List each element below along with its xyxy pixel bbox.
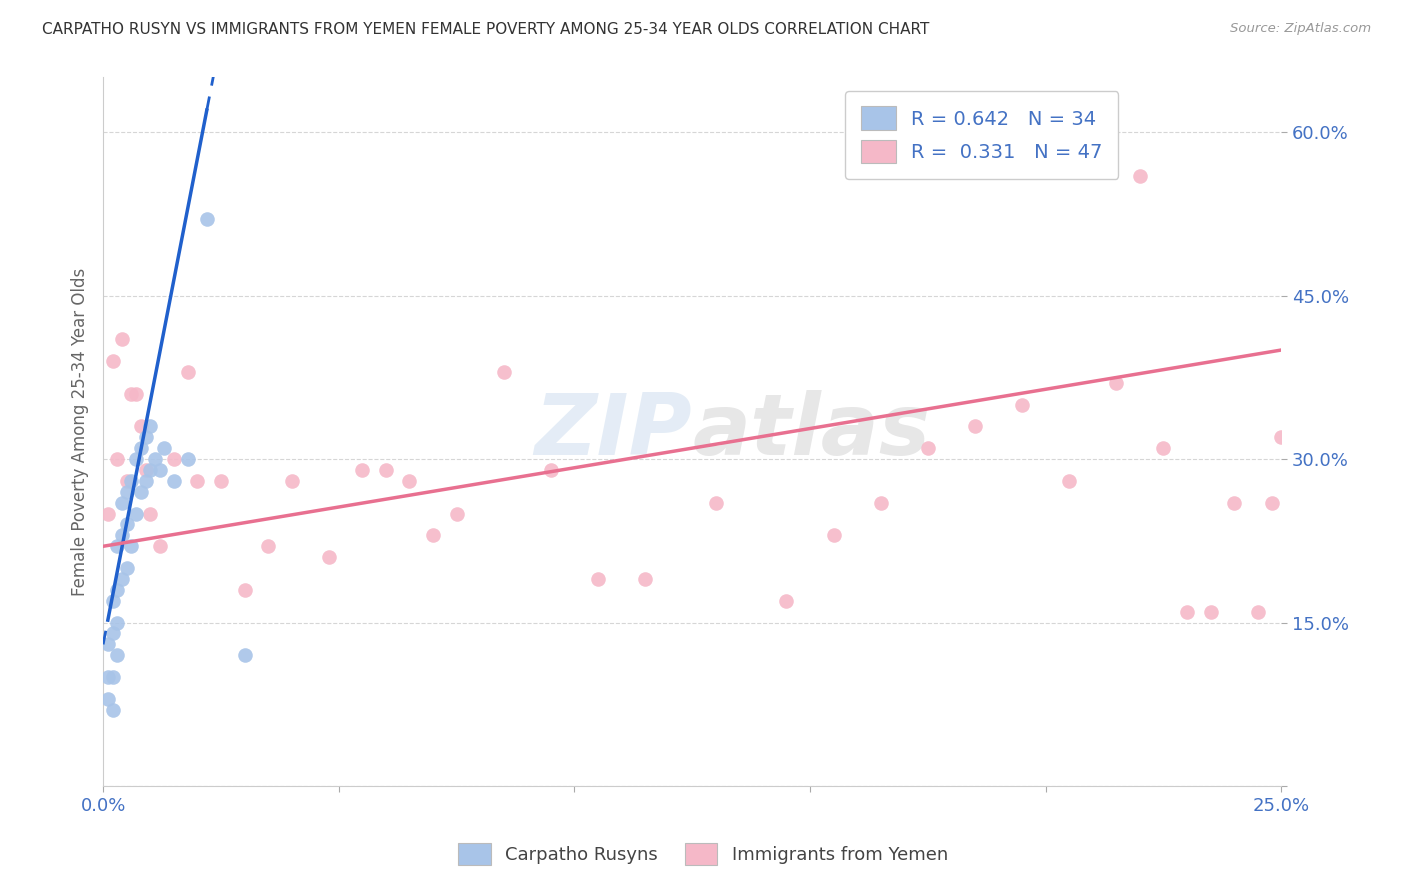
Point (139, 507, 162, 521)
Point (139, 463, 162, 477)
Point (823, 528, 845, 542)
Point (704, 496, 727, 510)
Point (101, 670, 124, 684)
Point (1199, 605, 1222, 619)
Point (209, 474, 232, 488)
Point (186, 474, 208, 488)
Point (233, 582, 256, 597)
Point (1261, 496, 1284, 510)
Point (97, 692, 120, 706)
Point (129, 484, 152, 499)
Point (280, 474, 302, 488)
Point (135, 474, 157, 488)
Point (97, 670, 120, 684)
Point (125, 507, 148, 521)
Point (111, 572, 134, 586)
Point (1270, 430, 1292, 444)
Point (177, 452, 200, 467)
Legend: Carpatho Rusyns, Immigrants from Yemen: Carpatho Rusyns, Immigrants from Yemen (451, 836, 955, 872)
Point (139, 419, 162, 434)
Point (115, 517, 138, 532)
Point (97, 507, 120, 521)
Point (143, 452, 166, 467)
Point (163, 452, 186, 467)
Point (1129, 169, 1152, 183)
Point (1247, 605, 1270, 619)
Text: ZIP: ZIP (534, 391, 692, 474)
Point (105, 452, 128, 467)
Point (101, 703, 124, 717)
Point (1105, 376, 1128, 390)
Point (115, 561, 138, 575)
Point (129, 441, 152, 455)
Point (129, 419, 152, 434)
Y-axis label: Female Poverty Among 25-34 Year Olds: Female Poverty Among 25-34 Year Olds (72, 268, 89, 596)
Point (149, 539, 172, 553)
Point (233, 648, 256, 663)
Point (422, 528, 444, 542)
Point (97, 637, 120, 651)
Point (1057, 474, 1080, 488)
Point (1152, 441, 1174, 455)
Point (135, 463, 157, 477)
Point (257, 539, 280, 553)
Text: Source: ZipAtlas.com: Source: ZipAtlas.com (1230, 22, 1371, 36)
Point (101, 626, 124, 640)
Text: CARPATHO RUSYN VS IMMIGRANTS FROM YEMEN FEMALE POVERTY AMONG 25-34 YEAR OLDS COR: CARPATHO RUSYN VS IMMIGRANTS FROM YEMEN … (42, 22, 929, 37)
Point (111, 496, 134, 510)
Point (101, 354, 124, 368)
Point (963, 419, 986, 434)
Point (540, 463, 562, 477)
Point (352, 463, 374, 477)
Point (111, 332, 134, 346)
Point (125, 386, 148, 401)
Point (105, 648, 128, 663)
Point (634, 572, 657, 586)
Point (105, 615, 128, 630)
Point (101, 594, 124, 608)
Text: atlas: atlas (692, 391, 931, 474)
Point (153, 441, 176, 455)
Point (492, 365, 515, 379)
Point (586, 572, 609, 586)
Point (1011, 398, 1033, 412)
Point (195, 212, 218, 227)
Point (374, 463, 396, 477)
Point (775, 594, 797, 608)
Point (149, 463, 172, 477)
Point (111, 528, 134, 542)
Point (917, 441, 939, 455)
Point (1279, 441, 1302, 455)
Point (398, 474, 420, 488)
Point (318, 550, 340, 565)
Point (1223, 496, 1246, 510)
Point (1175, 605, 1198, 619)
Point (125, 452, 148, 467)
Point (120, 386, 142, 401)
Point (1294, 615, 1316, 630)
Point (177, 365, 200, 379)
Point (120, 474, 142, 488)
Point (105, 582, 128, 597)
Point (869, 496, 891, 510)
Point (446, 507, 468, 521)
Point (120, 539, 142, 553)
Point (163, 474, 186, 488)
Point (115, 484, 138, 499)
Legend: R = 0.642   N = 34, R =  0.331   N = 47: R = 0.642 N = 34, R = 0.331 N = 47 (845, 91, 1118, 179)
Point (105, 539, 128, 553)
Point (115, 474, 138, 488)
Point (135, 430, 157, 444)
